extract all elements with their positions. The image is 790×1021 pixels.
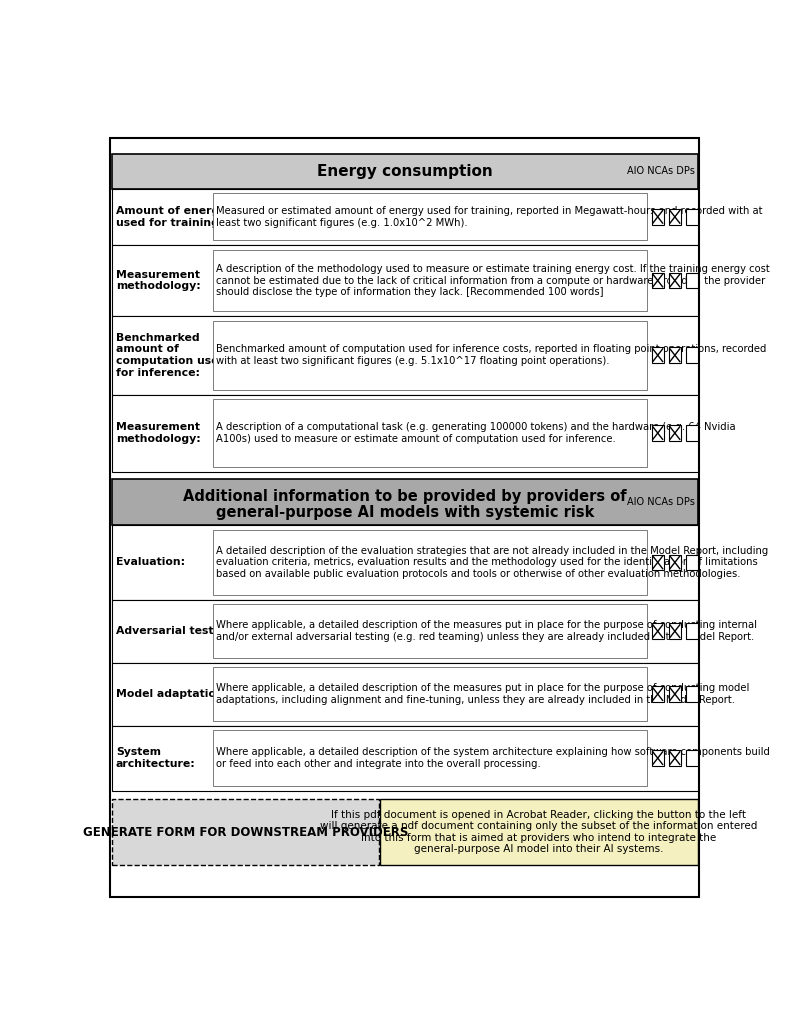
Bar [652,347,664,363]
Bar [686,750,698,766]
Text: Energy consumption: Energy consumption [317,163,493,179]
Bar [112,525,698,599]
Bar [686,347,698,363]
Text: A description of a computational task (e.g. generating 100000 tokens) and the ha: A description of a computational task (e… [216,423,736,444]
Bar [112,480,698,525]
Bar [213,730,647,786]
Bar [686,273,698,288]
Text: AIO NCAs DPs: AIO NCAs DPs [626,166,694,177]
Bar [686,686,698,701]
Bar [669,750,681,766]
Bar [686,425,698,441]
Text: Measured or estimated amount of energy used for training, reported in Megawatt-h: Measured or estimated amount of energy u… [216,206,763,228]
Bar [669,554,681,571]
Bar [669,425,681,441]
Bar [213,193,647,241]
Bar [213,399,647,467]
Bar [652,554,664,571]
Text: Benchmarked
amount of
computation used
for inference:: Benchmarked amount of computation used f… [116,333,226,378]
Text: If this pdf document is opened in Acrobat Reader, clicking the button to the lef: If this pdf document is opened in Acroba… [320,810,758,855]
Text: Measurement
methodology:: Measurement methodology: [116,270,201,291]
Text: A description of the methodology used to measure or estimate training energy cos: A description of the methodology used to… [216,264,770,297]
Bar [669,347,681,363]
Bar [213,530,647,595]
Bar [213,604,647,658]
Bar [669,686,681,701]
Bar [652,686,664,701]
Bar [652,750,664,766]
Bar [652,425,664,441]
Text: GENERATE FORM FOR DOWNSTREAM PROVIDERS: GENERATE FORM FOR DOWNSTREAM PROVIDERS [83,826,408,838]
Bar [213,321,647,390]
Bar [112,798,378,866]
Text: Where applicable, a detailed description of the measures put in place for the pu: Where applicable, a detailed description… [216,621,758,642]
Bar [669,273,681,288]
Bar [112,189,698,245]
Bar [686,554,698,571]
Bar [652,209,664,225]
Text: Amount of energy
used for training:: Amount of energy used for training: [116,206,226,228]
Text: general-purpose AI models with systemic risk: general-purpose AI models with systemic … [216,504,594,520]
Bar [112,315,698,394]
Bar [213,250,647,311]
Text: Model adaptations:: Model adaptations: [116,689,235,699]
Bar [652,273,664,288]
Bar [112,394,698,472]
Text: System
architecture:: System architecture: [116,747,196,769]
Text: Additional information to be provided by providers of: Additional information to be provided by… [183,489,626,504]
Text: Evaluation:: Evaluation: [116,557,185,568]
Bar [669,623,681,639]
Bar [669,209,681,225]
Text: Where applicable, a detailed description of the measures put in place for the pu: Where applicable, a detailed description… [216,683,750,704]
Bar [112,599,698,663]
Text: Benchmarked amount of computation used for inference costs, reported in floating: Benchmarked amount of computation used f… [216,344,766,366]
Bar [112,663,698,726]
Bar [112,726,698,791]
Text: Where applicable, a detailed description of the system architecture explaining h: Where applicable, a detailed description… [216,747,770,769]
Bar [652,623,664,639]
Bar [686,209,698,225]
Bar [380,798,698,866]
Text: Adversarial testing:: Adversarial testing: [116,626,237,636]
Bar [213,668,647,721]
Text: A detailed description of the evaluation strategies that are not already include: A detailed description of the evaluation… [216,546,769,579]
Bar [112,154,698,189]
Bar [112,245,698,315]
Text: AIO NCAs DPs: AIO NCAs DPs [626,497,694,507]
Text: Measurement
methodology:: Measurement methodology: [116,423,201,444]
Bar [686,623,698,639]
